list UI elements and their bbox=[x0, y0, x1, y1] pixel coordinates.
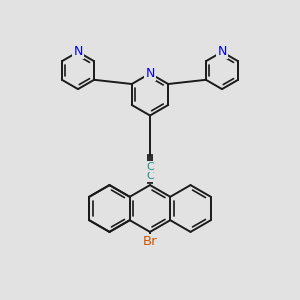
Text: C: C bbox=[146, 161, 154, 172]
Text: C: C bbox=[146, 171, 154, 181]
Text: Br: Br bbox=[143, 235, 157, 248]
Text: N: N bbox=[217, 45, 227, 58]
Text: N: N bbox=[145, 67, 155, 80]
Text: N: N bbox=[73, 45, 83, 58]
